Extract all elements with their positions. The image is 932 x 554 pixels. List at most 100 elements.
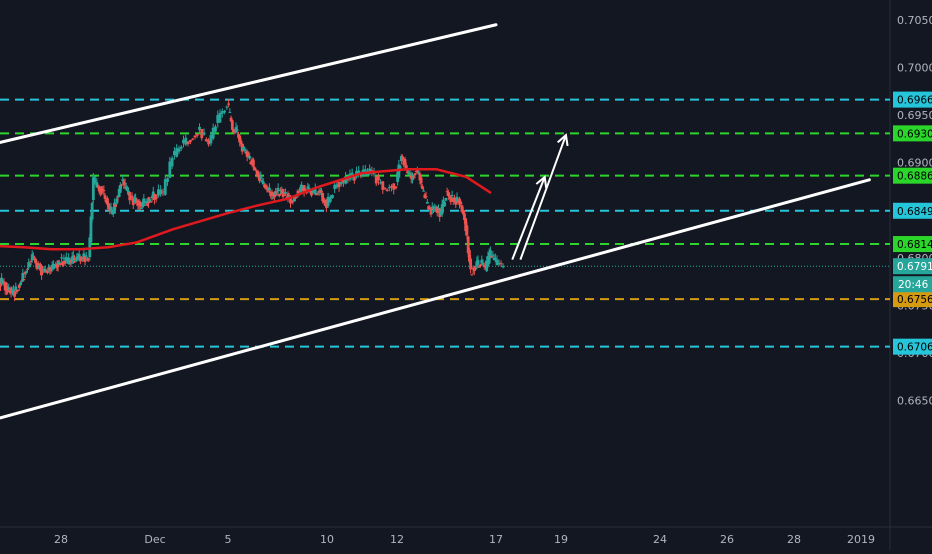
candle-body xyxy=(89,216,93,243)
candle-body xyxy=(125,189,129,191)
candle-body xyxy=(430,206,434,211)
candle-body xyxy=(83,256,87,262)
projection-arrow-shaft[interactable] xyxy=(519,134,567,260)
candle-body xyxy=(479,264,482,266)
candle-body xyxy=(425,201,429,204)
candle-body xyxy=(101,189,105,191)
candle-body xyxy=(472,267,476,272)
candle-body xyxy=(149,201,153,203)
candle-body xyxy=(464,218,468,232)
candle-body xyxy=(315,194,318,196)
candle-body xyxy=(306,186,310,189)
candle-body xyxy=(302,185,306,193)
candle-body xyxy=(154,194,158,200)
candle-body xyxy=(191,138,195,140)
candle-body xyxy=(13,291,16,297)
candle-body xyxy=(390,186,393,188)
candle-body xyxy=(0,277,4,284)
candle-body xyxy=(251,159,255,166)
candle-body xyxy=(381,181,385,190)
projection-arrow-shaft[interactable] xyxy=(511,176,546,261)
x-tick-label: 26 xyxy=(720,533,734,546)
candle-body xyxy=(175,148,179,157)
candle-body xyxy=(321,192,325,202)
current-price-tag-text: 0.67911 xyxy=(897,261,932,273)
candle-body xyxy=(271,197,275,199)
countdown-tag-text: 20:46 xyxy=(898,279,929,291)
candle-body xyxy=(130,195,134,198)
candle-body xyxy=(16,289,20,291)
candle-body xyxy=(331,194,334,198)
candle-body xyxy=(454,198,458,205)
candle-body xyxy=(7,287,11,290)
candle-body xyxy=(489,250,492,255)
candle-body xyxy=(91,177,95,201)
candle-body xyxy=(495,259,499,266)
channel-trend-line[interactable] xyxy=(0,178,871,427)
candle-body xyxy=(398,165,402,170)
candle-body xyxy=(106,198,109,205)
candle-body xyxy=(328,196,332,202)
candle-body xyxy=(346,179,350,181)
y-tick-label: 0.66500 xyxy=(897,394,932,407)
channel-trend-line[interactable] xyxy=(0,23,498,151)
candle-body xyxy=(363,169,367,172)
y-tick-label: 0.69500 xyxy=(897,109,932,122)
countdown-tag xyxy=(893,276,932,293)
candle-body xyxy=(220,111,224,114)
candle-body xyxy=(53,266,56,268)
candle-body xyxy=(276,187,280,192)
candle-body xyxy=(118,184,122,193)
projection-arrow-head xyxy=(557,133,569,147)
candle-body xyxy=(408,173,412,175)
moving-average-line[interactable] xyxy=(0,168,492,251)
candle-body xyxy=(148,199,152,202)
candle-body xyxy=(29,261,33,263)
projection-arrow-head xyxy=(535,174,548,188)
candle-body xyxy=(277,194,281,197)
candle-body xyxy=(195,133,199,136)
candle-body xyxy=(377,176,380,181)
candle-body xyxy=(274,191,278,196)
candle-body xyxy=(455,196,459,202)
candle-body xyxy=(294,197,297,199)
x-tick-label: 12 xyxy=(390,533,404,546)
candle-body xyxy=(230,120,234,130)
candle-body xyxy=(186,141,190,145)
candle-body xyxy=(443,202,447,207)
candle-body xyxy=(445,191,449,193)
candle-body xyxy=(451,198,455,202)
candle-body xyxy=(168,161,172,178)
candle-body xyxy=(247,154,250,156)
candle-body xyxy=(413,173,417,176)
candle-body xyxy=(385,189,389,192)
candle-body xyxy=(69,260,73,263)
candle-body xyxy=(61,261,65,266)
candle-body xyxy=(440,204,444,214)
candle-body xyxy=(449,196,453,202)
candle-body xyxy=(120,184,123,186)
candle-body xyxy=(469,258,473,270)
candle-body xyxy=(412,176,416,178)
candle-body xyxy=(417,172,421,175)
candle-body xyxy=(60,257,63,259)
candle-body xyxy=(204,139,208,142)
candle-body xyxy=(420,186,424,189)
candle-body xyxy=(387,187,391,189)
level-price-tag-text: 0.68144 xyxy=(897,239,932,251)
candle-body xyxy=(429,208,433,215)
candle-body xyxy=(460,205,464,213)
candle-body xyxy=(313,187,317,195)
candle-body xyxy=(87,259,91,261)
x-tick-label: 28 xyxy=(54,533,68,546)
candle-body xyxy=(21,272,25,282)
candle-body xyxy=(433,206,437,208)
candle-body xyxy=(418,173,422,181)
candle-body xyxy=(286,193,290,198)
candle-body xyxy=(64,256,68,261)
candle-body xyxy=(113,202,116,214)
candle-body xyxy=(95,182,99,188)
